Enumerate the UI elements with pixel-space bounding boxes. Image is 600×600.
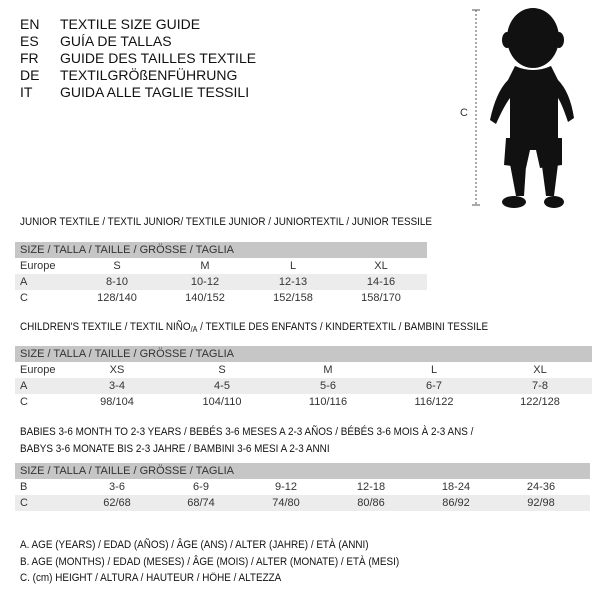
- cell: M: [323, 364, 333, 376]
- cell: 80/86: [357, 497, 385, 509]
- lang-title: GUÍA DE TALLAS: [60, 33, 172, 49]
- lang-code: DE: [20, 67, 40, 83]
- cell: 122/128: [520, 396, 560, 408]
- row-label: A: [20, 380, 28, 392]
- junior-title: JUNIOR TEXTILE / TEXTIL JUNIOR/ TEXTILE …: [20, 216, 433, 228]
- cell: M: [200, 260, 210, 272]
- cell: 10-12: [190, 276, 220, 288]
- cell: 7-8: [532, 380, 548, 392]
- title-part: /A: [190, 325, 198, 334]
- cell: 4-5: [214, 380, 230, 392]
- cell: 5-6: [320, 380, 336, 392]
- cell: S: [218, 364, 226, 376]
- babies-title-line1: BABIES 3-6 MONTH TO 2-3 YEARS / BEBÉS 3-…: [20, 426, 474, 438]
- cell: 104/110: [202, 396, 242, 408]
- row-label: C: [20, 497, 28, 509]
- cell: 128/140: [97, 292, 137, 304]
- cell: 3-4: [109, 380, 125, 392]
- cell: 152/158: [273, 292, 313, 304]
- cell: 14-16: [366, 276, 396, 288]
- size-header: SIZE / TALLA / TAILLE / GRÖSSE / TAGLIA: [15, 346, 592, 362]
- cell: 6-7: [426, 380, 442, 392]
- cell: 3-6: [109, 481, 125, 493]
- junior-size-table: SIZE / TALLA / TAILLE / GRÖSSE / TAGLIA …: [15, 242, 427, 306]
- lang-title: TEXTILGRÖßENFÜHRUNG: [60, 67, 238, 83]
- size-header: SIZE / TALLA / TAILLE / GRÖSSE / TAGLIA: [15, 463, 590, 479]
- cell: L: [289, 260, 297, 272]
- table-row: A 8-10 10-12 12-13 14-16: [15, 274, 427, 290]
- cell: 110/116: [308, 396, 348, 408]
- cell: 62/68: [103, 497, 131, 509]
- row-label: B: [20, 481, 28, 493]
- cell: 8-10: [105, 276, 129, 288]
- cell: XS: [109, 364, 125, 376]
- row-label: C: [20, 292, 28, 304]
- cell: 12-18: [356, 481, 386, 493]
- cell: 98/104: [100, 396, 134, 408]
- table-row: Europe XS S M L XL: [15, 362, 592, 378]
- row-label: C: [20, 396, 28, 408]
- lang-code: ES: [20, 33, 39, 49]
- cell: L: [430, 364, 438, 376]
- children-size-table: SIZE / TALLA / TAILLE / GRÖSSE / TAGLIA …: [15, 346, 592, 410]
- row-label: Europe: [20, 260, 56, 272]
- row-label: Europe: [20, 364, 56, 376]
- toddler-silhouette-icon: [472, 8, 574, 208]
- cell: 92/98: [527, 497, 555, 509]
- legend-a: A. AGE (YEARS) / EDAD (AÑOS) / ÂGE (ANS)…: [20, 539, 369, 551]
- lang-code: EN: [20, 16, 40, 32]
- cell: XL: [374, 260, 388, 272]
- cell: S: [113, 260, 121, 272]
- cell: 9-12: [274, 481, 298, 493]
- cell: 158/170: [361, 292, 401, 304]
- babies-title-line2: BABYS 3-6 MONATE BIS 2-3 JAHRE / BAMBINI…: [20, 443, 330, 455]
- table-row: C 62/68 68/74 74/80 80/86 86/92 92/98: [15, 495, 590, 511]
- size-header: SIZE / TALLA / TAILLE / GRÖSSE / TAGLIA: [15, 242, 427, 258]
- babies-size-table: SIZE / TALLA / TAILLE / GRÖSSE / TAGLIA …: [15, 463, 590, 511]
- lang-code: FR: [20, 50, 39, 66]
- cell: 18-24: [441, 481, 471, 493]
- table-row: C 128/140 140/152 152/158 158/170: [15, 290, 427, 306]
- lang-title: GUIDE DES TAILLES TEXTILE: [60, 50, 257, 66]
- table-row: A 3-4 4-5 5-6 6-7 7-8: [15, 378, 592, 394]
- cell: 86/92: [442, 497, 470, 509]
- lang-code: IT: [20, 84, 33, 100]
- legend-b: B. AGE (MONTHS) / EDAD (MESES) / ÂGE (MO…: [20, 556, 400, 568]
- table-row: B 3-6 6-9 9-12 12-18 18-24 24-36: [15, 479, 590, 495]
- lang-title: TEXTILE SIZE GUIDE: [60, 16, 201, 32]
- table-row: Europe S M L XL: [15, 258, 427, 274]
- title-part: / TEXTILE DES ENFANTS / KINDERTEXTIL / B…: [197, 321, 489, 333]
- children-title: CHILDREN'S TEXTILE / TEXTIL NIÑO/A / TEX…: [20, 321, 488, 334]
- title-part: CHILDREN'S TEXTILE / TEXTIL NIÑO: [20, 321, 191, 333]
- cell: 74/80: [272, 497, 300, 509]
- cell: 140/152: [185, 292, 225, 304]
- lang-title: GUIDA ALLE TAGLIE TESSILI: [60, 84, 250, 100]
- cell: 68/74: [187, 497, 215, 509]
- cell: 24-36: [526, 481, 556, 493]
- row-label: A: [20, 276, 28, 288]
- legend-c: C. (cm) HEIGHT / ALTURA / HAUTEUR / HÖHE…: [20, 572, 282, 584]
- cell: XL: [533, 364, 547, 376]
- table-row: C 98/104 104/110 110/116 116/122 122/128: [15, 394, 592, 410]
- measure-label: C: [460, 107, 468, 119]
- cell: 6-9: [193, 481, 209, 493]
- cell: 116/122: [414, 396, 454, 408]
- cell: 12-13: [278, 276, 308, 288]
